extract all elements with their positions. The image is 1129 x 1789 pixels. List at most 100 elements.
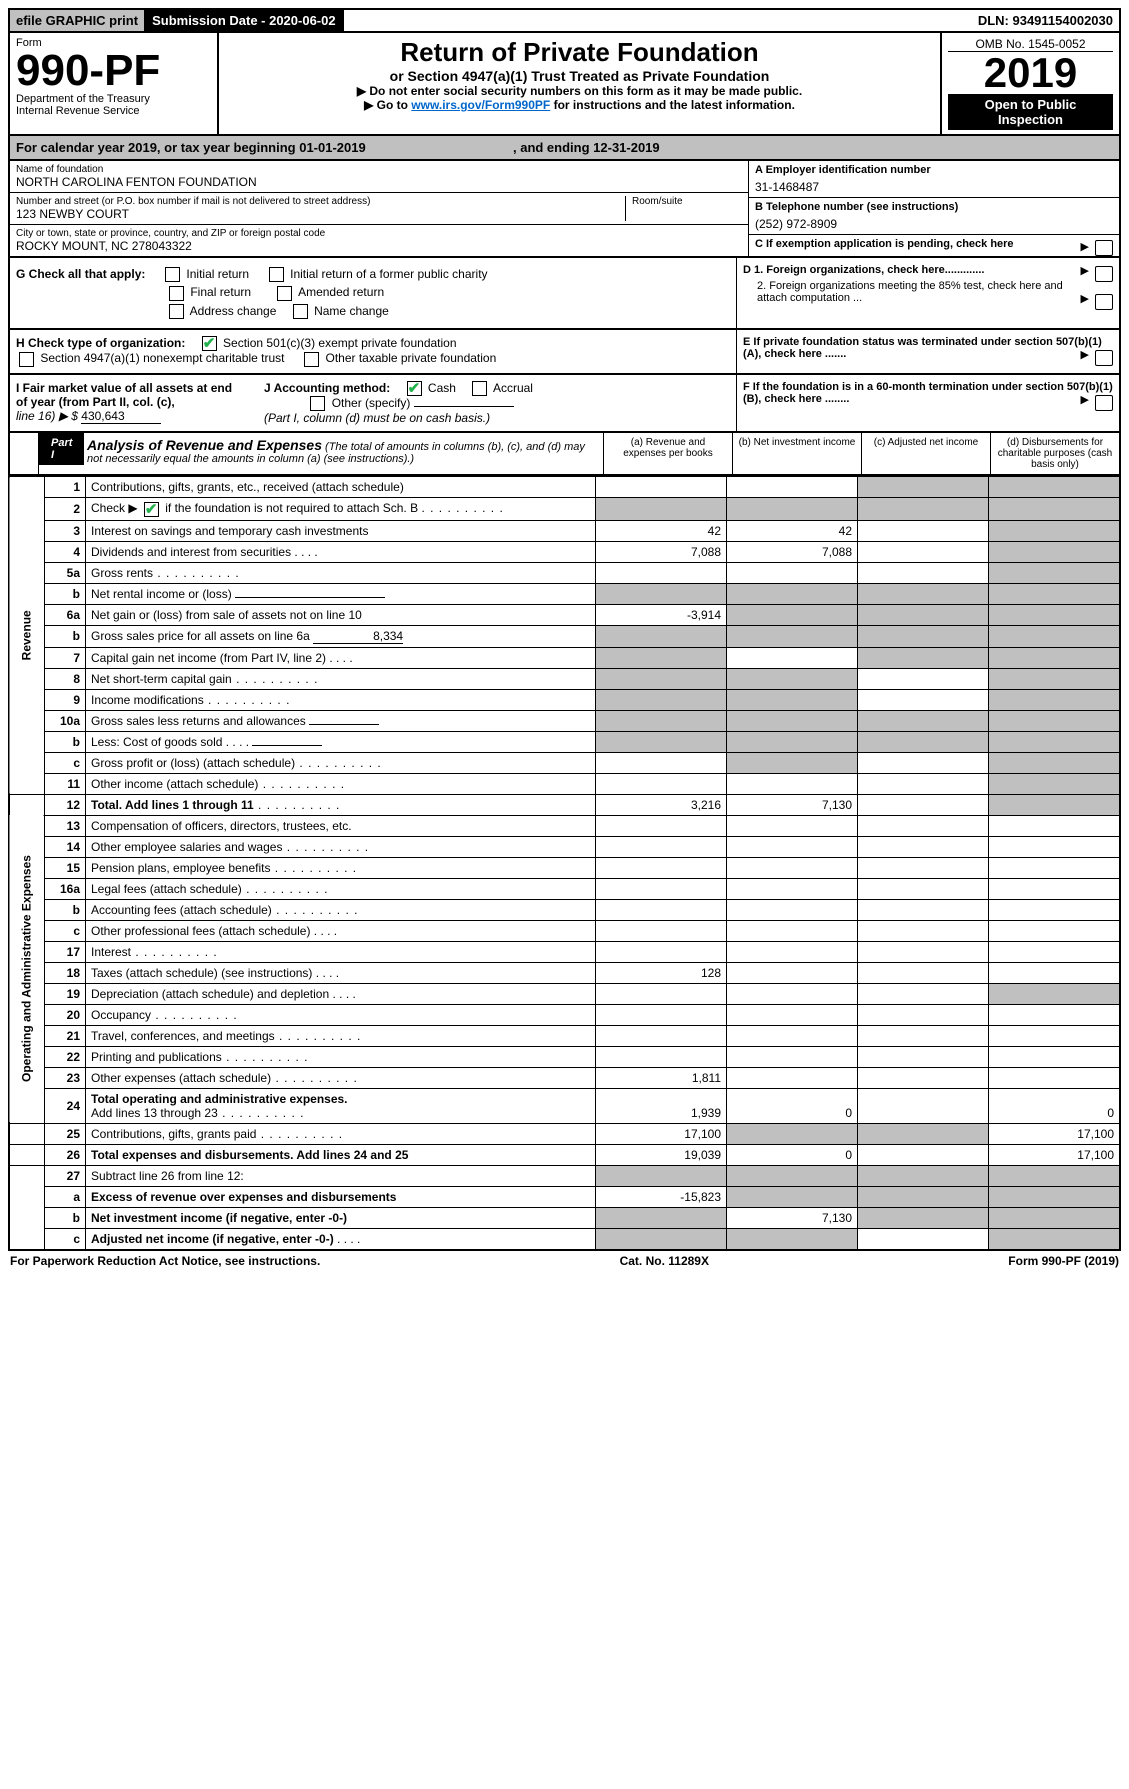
l18a: 128 [596,962,727,983]
chk-other-taxable[interactable] [304,352,319,367]
instr2-pre: ▶ Go to [364,98,411,112]
l3b: 42 [727,520,858,541]
chk-other-method[interactable] [310,396,325,411]
form-number: 990-PF [16,49,211,93]
l6b: Gross sales price for all assets on line… [86,625,596,647]
chk-amended[interactable] [277,286,292,301]
page-footer: For Paperwork Reduction Act Notice, see … [8,1251,1121,1271]
l26: Total expenses and disbursements. Add li… [86,1144,596,1165]
sub-date: Submission Date - 2020-06-02 [146,10,344,31]
chk-name[interactable] [293,304,308,319]
l20: Occupancy [86,1004,596,1025]
footer-right: Form 990-PF (2019) [1008,1254,1119,1268]
l10a: Gross sales less returns and allowances [86,710,596,731]
l21: Travel, conferences, and meetings [86,1025,596,1046]
d2-label: 2. Foreign organizations meeting the 85%… [757,280,1063,304]
phone-value: (252) 972-8909 [755,213,1113,231]
d1-label: D 1. Foreign organizations, check here..… [743,264,984,276]
g3: Final return [190,285,251,299]
d2-checkbox[interactable] [1095,294,1113,310]
l3a: 42 [596,520,727,541]
l4b: 7,088 [727,541,858,562]
g5: Address change [190,304,277,318]
g1: Initial return [186,267,249,281]
c-checkbox[interactable] [1095,240,1113,256]
chk-initial-former[interactable] [269,267,284,282]
efile-label: efile GRAPHIC print [10,10,146,31]
l4a: 7,088 [596,541,727,562]
col-a: (a) Revenue and expenses per books [603,433,732,474]
fmv-value: 430,643 [81,409,161,424]
irs-link[interactable]: www.irs.gov/Form990PF [411,98,550,112]
l4: Dividends and interest from securities [86,541,596,562]
j-label: J Accounting method: [264,381,390,395]
l27: Subtract line 26 from line 12: [86,1165,596,1186]
entity-info: Name of foundation NORTH CAROLINA FENTON… [8,161,1121,258]
instr2-post: for instructions and the latest informat… [550,98,795,112]
l26a: 19,039 [596,1144,727,1165]
section-h-e: H Check type of organization: Section 50… [8,330,1121,375]
l12: Total. Add lines 1 through 11 [86,794,596,815]
g2: Initial return of a former public charit… [290,267,487,281]
e-label: E If private foundation status was termi… [743,336,1102,360]
l14: Other employee salaries and wages [86,836,596,857]
form-title: Return of Private Foundation [225,37,934,68]
l16a: Legal fees (attach schedule) [86,878,596,899]
l5b: Net rental income or (loss) [86,583,596,604]
f-checkbox[interactable] [1095,395,1113,411]
ein-label: A Employer identification number [755,164,1113,176]
j3: Other (specify) [332,396,411,410]
l16b: Accounting fees (attach schedule) [86,899,596,920]
e-checkbox[interactable] [1095,350,1113,366]
l25: Contributions, gifts, grants paid [86,1123,596,1144]
l7: Capital gain net income (from Part IV, l… [86,647,596,668]
l27aa: -15,823 [596,1186,727,1207]
l25d: 17,100 [989,1123,1121,1144]
exemption-pending: C If exemption application is pending, c… [755,238,1014,250]
l16c: Other professional fees (attach schedule… [86,920,596,941]
side-revenue: Revenue [9,477,45,794]
foundation-name: NORTH CAROLINA FENTON FOUNDATION [16,175,742,189]
section-i-j-f: I Fair market value of all assets at end… [8,375,1121,434]
ein-value: 31-1468487 [755,176,1113,194]
i-line: line 16) ▶ $ [16,409,78,423]
l9: Income modifications [86,689,596,710]
room-label: Room/suite [632,196,742,207]
l5a: Gross rents [86,562,596,583]
l25a: 17,100 [596,1123,727,1144]
l10b: Less: Cost of goods sold [86,731,596,752]
form-subtitle: or Section 4947(a)(1) Trust Treated as P… [225,68,934,84]
chk-4947[interactable] [19,352,34,367]
chk-initial[interactable] [165,267,180,282]
top-bar: efile GRAPHIC print Submission Date - 20… [8,8,1121,33]
l19: Depreciation (attach schedule) and deple… [86,983,596,1004]
city-label: City or town, state or province, country… [16,228,742,239]
name-label: Name of foundation [16,164,742,175]
dln: DLN: 93491154002030 [972,10,1119,31]
j1: Cash [428,381,456,395]
l23: Other expenses (attach schedule) [86,1067,596,1088]
tax-year: 2019 [948,52,1113,94]
chk-final[interactable] [169,286,184,301]
d1-checkbox[interactable] [1095,266,1113,282]
l13: Compensation of officers, directors, tru… [86,815,596,836]
l27a: Excess of revenue over expenses and disb… [86,1186,596,1207]
chk-accrual[interactable] [472,381,487,396]
chk-address[interactable] [169,304,184,319]
section-g-d: G Check all that apply: Initial return I… [8,258,1121,330]
part1-header: Part I Analysis of Revenue and Expenses … [8,433,1121,476]
chk-schb[interactable] [144,502,159,517]
col-c: (c) Adjusted net income [861,433,990,474]
part1-title: Analysis of Revenue and Expenses [87,437,322,453]
h1: Section 501(c)(3) exempt private foundat… [223,336,456,350]
h2: Section 4947(a)(1) nonexempt charitable … [40,351,284,365]
l12b: 7,130 [727,794,858,815]
i-label: I Fair market value of all assets at end… [16,381,232,409]
city-state-zip: ROCKY MOUNT, NC 278043322 [16,239,742,253]
open-public: Open to Public Inspection [948,94,1113,130]
l8: Net short-term capital gain [86,668,596,689]
chk-cash[interactable] [407,381,422,396]
l6a-val: -3,914 [596,604,727,625]
chk-501c3[interactable] [202,336,217,351]
calendar-row: For calendar year 2019, or tax year begi… [8,136,1121,161]
